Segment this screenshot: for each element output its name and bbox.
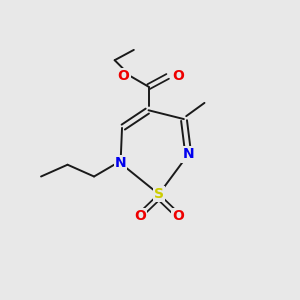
Text: O: O [118,69,129,83]
Text: O: O [172,209,184,223]
Text: O: O [172,69,184,83]
Text: S: S [154,187,164,201]
Text: O: O [134,209,146,223]
Text: N: N [182,147,194,161]
Text: N: N [115,156,126,170]
